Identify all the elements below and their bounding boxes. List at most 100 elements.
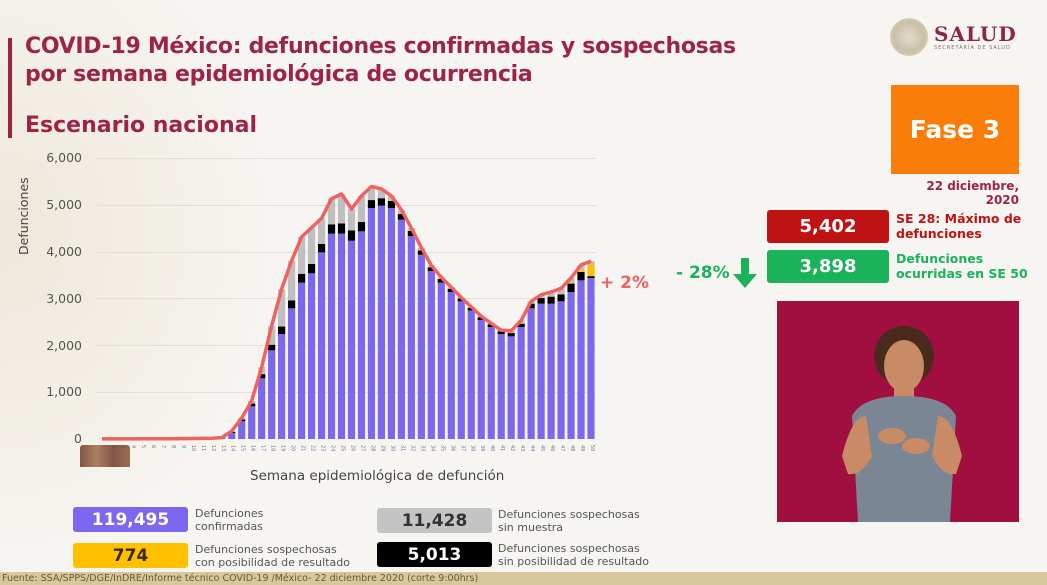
title-accent-bar <box>8 38 12 138</box>
bar-segment <box>347 230 356 241</box>
sign-language-interpreter-video <box>777 301 1019 522</box>
bar-segment <box>547 292 555 297</box>
x-tick: 34 <box>429 445 435 451</box>
x-tick: 6 <box>150 445 156 448</box>
bar-segment <box>248 403 256 407</box>
bar-segment <box>477 317 485 320</box>
legend-confirmed-label: Defunciones confirmadas <box>195 507 263 533</box>
bar-segment <box>337 194 346 224</box>
bar-segment <box>367 186 376 201</box>
bar-segment <box>327 224 336 234</box>
x-tick: 25 <box>340 445 346 451</box>
historical-figures-logo <box>80 445 130 467</box>
bar-segment <box>268 326 276 345</box>
gridline <box>96 158 596 159</box>
legend-label-line: sin posibilidad de resultado <box>498 555 649 568</box>
max-deaths-label: SE 28: Máximo de defunciones <box>896 211 1021 241</box>
bar-segment <box>347 240 356 439</box>
bar-segment <box>248 406 256 439</box>
x-tick: 7 <box>160 445 166 448</box>
x-tick: 33 <box>419 445 425 451</box>
x-tick: 39 <box>479 445 485 451</box>
gridline <box>96 298 596 299</box>
bar-segment <box>278 326 286 334</box>
bar-segment <box>258 378 266 439</box>
bar-segment <box>547 303 555 439</box>
bar-segment <box>457 301 465 439</box>
bar-segment <box>517 323 525 327</box>
x-tick: 29 <box>379 445 385 451</box>
y-tick: 1,000 <box>46 384 82 399</box>
y-tick: 2,000 <box>46 338 82 353</box>
bar-segment <box>377 205 386 439</box>
x-tick: 37 <box>459 445 465 451</box>
bar-segment <box>357 222 366 232</box>
x-tick: 30 <box>389 445 395 451</box>
total-line <box>102 184 592 441</box>
bar-segment <box>327 198 336 225</box>
bar-segment <box>557 301 565 439</box>
bar-segment <box>357 231 366 439</box>
bar-segment <box>377 188 386 199</box>
bar-segment <box>487 327 495 439</box>
bar-segment <box>487 324 495 327</box>
bar-segment <box>278 289 286 327</box>
title-line-2: por semana epidemiológica de ocurrencia <box>25 62 533 87</box>
bar-segment <box>417 250 425 255</box>
current-deaths-value: 3,898 <box>767 250 889 283</box>
current-label-line-1: Defunciones <box>896 251 984 266</box>
x-tick: 17 <box>260 445 266 451</box>
bar-segment <box>427 267 435 271</box>
bar-segment <box>407 236 415 439</box>
x-tick: 42 <box>509 445 515 451</box>
bar-segment <box>507 333 515 337</box>
bar-segment <box>497 331 505 334</box>
x-tick: 23 <box>320 445 326 451</box>
legend-confirmed-value: 119,495 <box>73 507 188 532</box>
y-tick: 5,000 <box>46 197 82 212</box>
x-tick: 22 <box>310 445 316 451</box>
x-tick: 43 <box>519 445 525 451</box>
bar-segment <box>367 200 376 208</box>
current-deaths-label: Defunciones ocurridas en SE 50 <box>896 251 1028 281</box>
bar-segment <box>567 283 575 292</box>
x-tick: 4 <box>130 445 136 448</box>
x-tick: 14 <box>230 445 236 451</box>
bar-segment <box>447 292 455 439</box>
x-tick: 24 <box>330 445 336 451</box>
source-footer: Fuente: SSA/SPPS/DGE/InDRE/Informe técni… <box>0 572 1047 585</box>
legend-label-line: sin muestra <box>498 521 564 534</box>
bar-segment <box>337 223 346 234</box>
bar-segment <box>337 233 346 439</box>
gridline <box>96 345 596 346</box>
bar-segment <box>377 198 386 206</box>
bar-segment <box>317 218 326 244</box>
bar-segment <box>527 308 535 439</box>
x-tick: 31 <box>399 445 405 451</box>
x-tick: 9 <box>180 445 186 448</box>
x-tick: 12 <box>210 445 216 451</box>
x-tick: 40 <box>489 445 495 451</box>
bar-segment <box>587 278 595 439</box>
bar-segment <box>288 300 296 309</box>
max-label-line-1: SE 28: Máximo de <box>896 211 1022 226</box>
bar-segment <box>507 336 515 439</box>
arrow-down-icon <box>732 258 757 288</box>
x-tick: 18 <box>270 445 276 451</box>
x-tick: 27 <box>359 445 365 451</box>
bar-segment <box>327 233 336 439</box>
page-subtitle: Escenario nacional <box>25 113 258 138</box>
legend-label-line: con posibilidad de resultado <box>195 556 350 569</box>
bar-segment <box>288 308 296 439</box>
interpreter-figure <box>842 326 962 522</box>
bar-segment <box>527 303 535 309</box>
logo-main-text: SALUD <box>934 22 1017 46</box>
report-date: 22 diciembre, 2020 <box>926 179 1019 207</box>
x-tick: 8 <box>170 445 176 448</box>
bar-segment <box>307 273 316 439</box>
bar-segment <box>397 219 405 439</box>
bar-segment <box>307 264 316 274</box>
bar-segment <box>387 208 396 439</box>
legend-label-line: Defunciones sospechosas <box>498 542 640 555</box>
bar-segment <box>437 278 445 283</box>
